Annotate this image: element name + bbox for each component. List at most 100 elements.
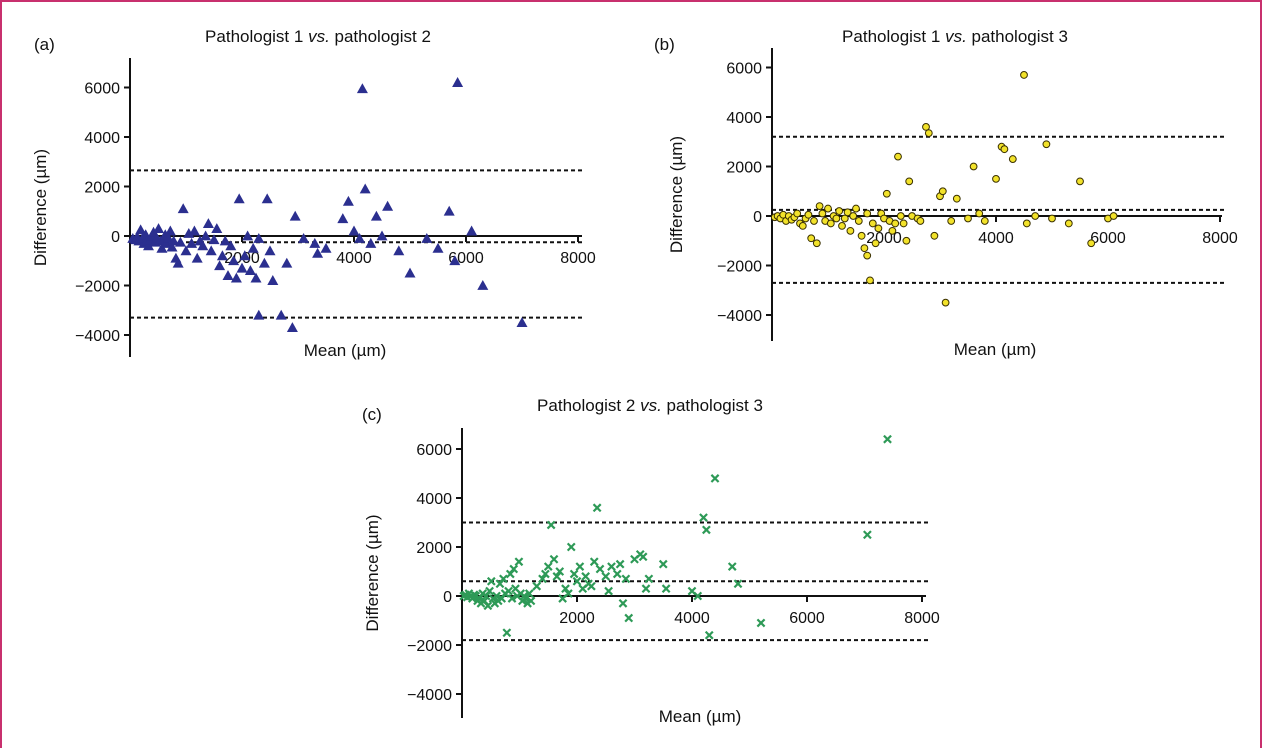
- data-point: [896, 212, 905, 220]
- data-point-stroke: [604, 586, 614, 596]
- data-point-stroke: [699, 513, 708, 522]
- data-point: [228, 255, 240, 266]
- y-tick-label: −2000: [407, 638, 452, 655]
- data-point: [135, 224, 147, 235]
- data-point: [466, 225, 478, 236]
- data-point-stroke: [540, 569, 550, 579]
- data-point: [365, 237, 377, 248]
- data-point-stroke: [658, 559, 668, 569]
- data-point: [253, 309, 265, 320]
- data-point-stroke: [704, 630, 714, 640]
- data-point: [601, 572, 611, 581]
- data-point: [922, 123, 930, 131]
- data-point-stroke: [883, 434, 892, 444]
- data-point: [1042, 140, 1051, 149]
- data-point: [236, 262, 248, 273]
- data-point-stroke: [502, 628, 512, 638]
- data-point-stroke: [661, 584, 671, 594]
- x-tick-label: 6000: [1090, 230, 1126, 247]
- data-point: [882, 189, 891, 198]
- data-point: [1087, 239, 1096, 248]
- data-point: [1048, 214, 1056, 223]
- data-point: [524, 589, 534, 598]
- data-point-stroke: [601, 572, 611, 581]
- data-point: [798, 222, 807, 230]
- data-point: [863, 209, 872, 218]
- data-point: [840, 214, 849, 223]
- data-point-stroke: [485, 586, 494, 596]
- data-point: [216, 250, 228, 261]
- data-point-stroke: [572, 576, 582, 586]
- data-point: [168, 235, 180, 246]
- data-point-stroke: [586, 581, 596, 591]
- data-point: [1008, 155, 1017, 163]
- data-point: [916, 217, 925, 225]
- data-point: [267, 275, 279, 285]
- data-point-stroke: [486, 576, 496, 586]
- data-point-stroke: [595, 564, 605, 574]
- y-tick-label: 0: [753, 209, 762, 226]
- data-point: [516, 317, 528, 328]
- data-point: [569, 569, 579, 579]
- data-point: [618, 598, 628, 608]
- data-point: [561, 584, 570, 594]
- data-point: [225, 240, 237, 251]
- data-point: [166, 241, 178, 252]
- data-point: [860, 244, 869, 253]
- data-point-stroke: [563, 589, 573, 598]
- chart-title-rest: pathologist 3: [662, 396, 763, 415]
- data-point: [312, 247, 324, 258]
- data-point: [286, 322, 298, 332]
- data-point: [866, 276, 874, 285]
- data-point: [247, 242, 259, 253]
- data-point-stroke: [733, 579, 743, 589]
- chart-panel-1: (b) Pathologist 1 vs. pathologist 3 −4000 −…: [654, 27, 1238, 359]
- data-point: [612, 569, 622, 579]
- y-tick-label: 2000: [726, 160, 762, 177]
- data-point: [1022, 219, 1031, 228]
- data-point: [595, 564, 605, 574]
- data-point: [1064, 219, 1073, 228]
- data-point-stroke: [575, 562, 585, 571]
- data-point: [710, 474, 720, 483]
- chart-title-vs: vs.: [945, 27, 967, 46]
- data-point: [693, 591, 703, 601]
- data-point: [868, 219, 877, 228]
- data-point: [941, 298, 950, 307]
- data-point: [581, 572, 591, 581]
- data-point: [604, 586, 614, 596]
- data-point: [644, 574, 654, 584]
- data-point: [810, 217, 818, 225]
- data-point: [854, 217, 863, 225]
- data-point-stroke: [504, 586, 513, 596]
- data-point: [589, 557, 599, 567]
- data-point-stroke: [693, 591, 703, 601]
- data-point-stroke: [514, 557, 524, 567]
- data-point: [807, 234, 816, 243]
- y-tick-label: −4000: [407, 687, 452, 704]
- x-tick-label: 6000: [789, 610, 825, 627]
- x-tick-label: 4000: [674, 610, 710, 627]
- data-point: [905, 177, 914, 186]
- data-point: [485, 586, 494, 596]
- data-point: [824, 204, 832, 213]
- data-point: [592, 503, 602, 513]
- data-point: [153, 223, 165, 233]
- data-point-stroke: [555, 567, 565, 576]
- data-point-stroke: [483, 601, 493, 611]
- data-point: [382, 200, 394, 211]
- x-tick-label: 4000: [336, 250, 372, 267]
- data-point-stroke: [538, 574, 547, 584]
- data-point: [540, 569, 550, 579]
- data-point: [843, 208, 852, 217]
- data-point: [1020, 71, 1028, 79]
- data-point-stroke: [566, 542, 576, 552]
- data-point: [208, 234, 220, 245]
- data-point-stroke: [492, 591, 501, 601]
- data-point: [832, 214, 841, 223]
- y-axis-label: Difference (µm): [31, 149, 50, 266]
- data-point: [492, 591, 501, 601]
- data-point: [499, 574, 508, 584]
- data-point: [214, 260, 226, 271]
- data-point: [563, 589, 573, 598]
